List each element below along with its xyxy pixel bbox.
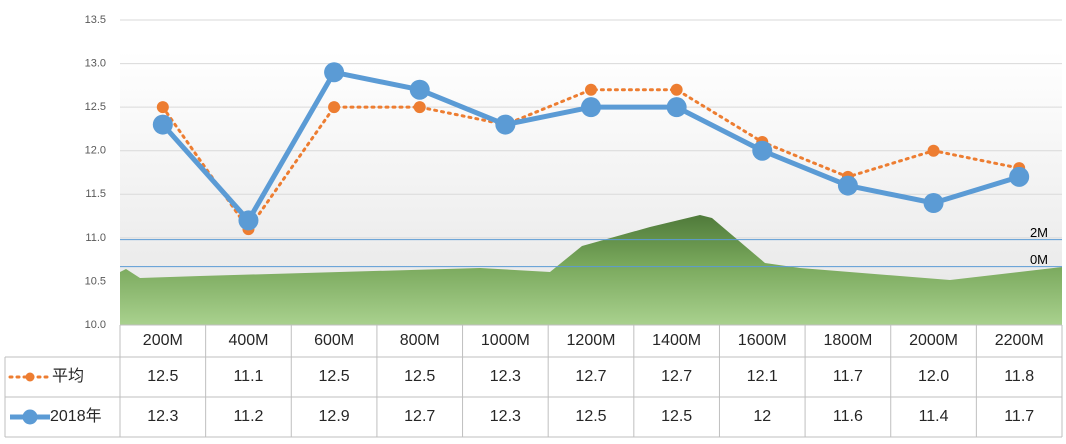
y-tick-label: 12.0 (85, 145, 106, 157)
x-tick-label: 1800M (823, 332, 872, 349)
point (581, 97, 601, 118)
table-value: 12.7 (661, 368, 692, 385)
point (324, 62, 345, 83)
point (156, 101, 169, 114)
table-value: 12.5 (147, 368, 178, 385)
point (670, 83, 683, 96)
table-value: 12.5 (404, 368, 435, 385)
table-value: 12.9 (319, 408, 350, 425)
y-tick-label: 13.0 (85, 57, 106, 69)
point (585, 83, 597, 96)
reference-label: 0M (1030, 252, 1048, 267)
y-tick-label: 11.5 (85, 188, 106, 200)
point (837, 175, 858, 196)
x-tick-label: 200M (143, 332, 183, 349)
table-value: 12.5 (319, 368, 350, 385)
table-value: 11.7 (1004, 408, 1034, 425)
point (238, 210, 259, 231)
table-value: 11.7 (833, 368, 863, 385)
y-tick-label: 10.5 (85, 275, 106, 287)
point (328, 101, 341, 114)
table-value: 11.6 (833, 408, 863, 425)
x-tick-label: 800M (400, 332, 440, 349)
table-value: 12.7 (575, 368, 606, 385)
table-value: 11.1 (233, 368, 263, 385)
table-value: 12.3 (490, 408, 521, 425)
point (409, 79, 430, 100)
x-tick-label: 400M (228, 332, 268, 349)
table-value: 12 (753, 408, 771, 425)
table-value: 12.3 (490, 368, 521, 385)
point (927, 144, 940, 157)
legend-marker (22, 409, 38, 425)
point (752, 140, 773, 161)
point (413, 101, 426, 114)
legend-label: 2018年 (50, 407, 102, 425)
table-value: 12.3 (147, 408, 178, 425)
y-tick-label: 10.0 (85, 319, 106, 331)
elevation-profile (120, 215, 1062, 325)
x-tick-label: 600M (314, 332, 354, 349)
x-tick-label: 2000M (909, 332, 958, 349)
y-tick-label: 11.0 (85, 232, 106, 244)
series-line (161, 88, 1021, 231)
x-tick-label: 1600M (738, 332, 787, 349)
point (666, 97, 687, 118)
table-value: 11.8 (1004, 368, 1034, 385)
point (1009, 166, 1030, 187)
x-tick-label: 2200M (995, 332, 1044, 349)
point (495, 114, 516, 135)
x-tick-label: 1000M (481, 332, 530, 349)
point (152, 114, 173, 135)
table-value: 12.5 (661, 408, 692, 425)
table-value: 12.7 (404, 408, 435, 425)
legend-label: 平均 (52, 367, 84, 385)
table-value: 12.0 (918, 368, 949, 385)
table-value: 11.4 (919, 408, 949, 425)
table-value: 12.1 (747, 368, 778, 385)
reference-label: 2M (1030, 225, 1048, 240)
legend-marker (25, 372, 35, 382)
x-tick-label: 1400M (652, 332, 701, 349)
point (923, 193, 944, 213)
y-tick-label: 12.5 (85, 101, 106, 113)
table-value: 11.2 (233, 408, 263, 425)
table-value: 12.5 (575, 408, 606, 425)
y-tick-label: 13.5 (85, 14, 106, 26)
x-tick-label: 1200M (567, 332, 616, 349)
